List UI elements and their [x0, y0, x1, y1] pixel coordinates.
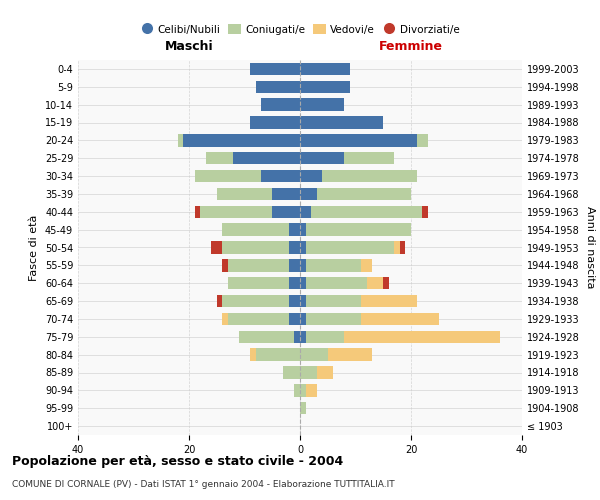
Bar [305, 295, 361, 308]
Bar [228, 259, 289, 272]
Bar [305, 312, 361, 325]
Bar [295, 330, 300, 343]
Bar [206, 152, 233, 164]
Bar [300, 259, 305, 272]
Bar [289, 277, 300, 289]
Bar [305, 224, 411, 236]
Bar [295, 384, 300, 396]
Legend: Celibi/Nubili, Coniugati/e, Vedovi/e, Divorziati/e: Celibi/Nubili, Coniugati/e, Vedovi/e, Di… [136, 20, 464, 39]
Bar [256, 80, 300, 93]
Bar [311, 206, 422, 218]
Bar [283, 366, 300, 379]
Bar [422, 206, 428, 218]
Bar [217, 295, 223, 308]
Bar [300, 348, 328, 361]
Bar [322, 170, 416, 182]
Bar [300, 242, 305, 254]
Bar [250, 62, 300, 75]
Bar [305, 259, 361, 272]
Bar [300, 224, 305, 236]
Bar [317, 188, 411, 200]
Bar [328, 348, 372, 361]
Bar [305, 384, 317, 396]
Bar [289, 242, 300, 254]
Bar [300, 295, 305, 308]
Bar [223, 312, 228, 325]
Bar [239, 330, 295, 343]
Text: Maschi: Maschi [164, 40, 214, 53]
Bar [289, 259, 300, 272]
Bar [178, 134, 184, 146]
Bar [394, 242, 400, 254]
Bar [228, 277, 289, 289]
Bar [300, 80, 350, 93]
Bar [300, 98, 344, 111]
Bar [344, 330, 500, 343]
Text: COMUNE DI CORNALE (PV) - Dati ISTAT 1° gennaio 2004 - Elaborazione TUTTITALIA.IT: COMUNE DI CORNALE (PV) - Dati ISTAT 1° g… [12, 480, 395, 489]
Bar [194, 170, 261, 182]
Y-axis label: Fasce di età: Fasce di età [29, 214, 39, 280]
Bar [367, 277, 383, 289]
Bar [305, 242, 394, 254]
Bar [300, 116, 383, 128]
Y-axis label: Anni di nascita: Anni di nascita [585, 206, 595, 289]
Bar [223, 259, 228, 272]
Bar [305, 277, 367, 289]
Bar [272, 206, 300, 218]
Text: Popolazione per età, sesso e stato civile - 2004: Popolazione per età, sesso e stato civil… [12, 455, 343, 468]
Bar [317, 366, 334, 379]
Bar [361, 312, 439, 325]
Bar [223, 295, 289, 308]
Bar [300, 62, 350, 75]
Bar [400, 242, 406, 254]
Bar [272, 188, 300, 200]
Bar [361, 295, 416, 308]
Bar [289, 312, 300, 325]
Bar [250, 348, 256, 361]
Bar [300, 170, 322, 182]
Bar [289, 295, 300, 308]
Bar [184, 134, 300, 146]
Bar [300, 188, 317, 200]
Bar [300, 152, 344, 164]
Bar [300, 312, 305, 325]
Bar [233, 152, 300, 164]
Bar [200, 206, 272, 218]
Text: Femmine: Femmine [379, 40, 443, 53]
Bar [300, 134, 416, 146]
Bar [211, 242, 223, 254]
Bar [300, 277, 305, 289]
Bar [300, 384, 305, 396]
Bar [361, 259, 372, 272]
Bar [261, 98, 300, 111]
Bar [217, 188, 272, 200]
Bar [300, 402, 305, 414]
Bar [300, 366, 317, 379]
Bar [383, 277, 389, 289]
Bar [228, 312, 289, 325]
Bar [223, 242, 289, 254]
Bar [250, 116, 300, 128]
Bar [194, 206, 200, 218]
Bar [300, 206, 311, 218]
Bar [300, 330, 305, 343]
Bar [261, 170, 300, 182]
Bar [289, 224, 300, 236]
Bar [256, 348, 300, 361]
Bar [305, 330, 344, 343]
Bar [223, 224, 289, 236]
Bar [344, 152, 394, 164]
Bar [416, 134, 428, 146]
